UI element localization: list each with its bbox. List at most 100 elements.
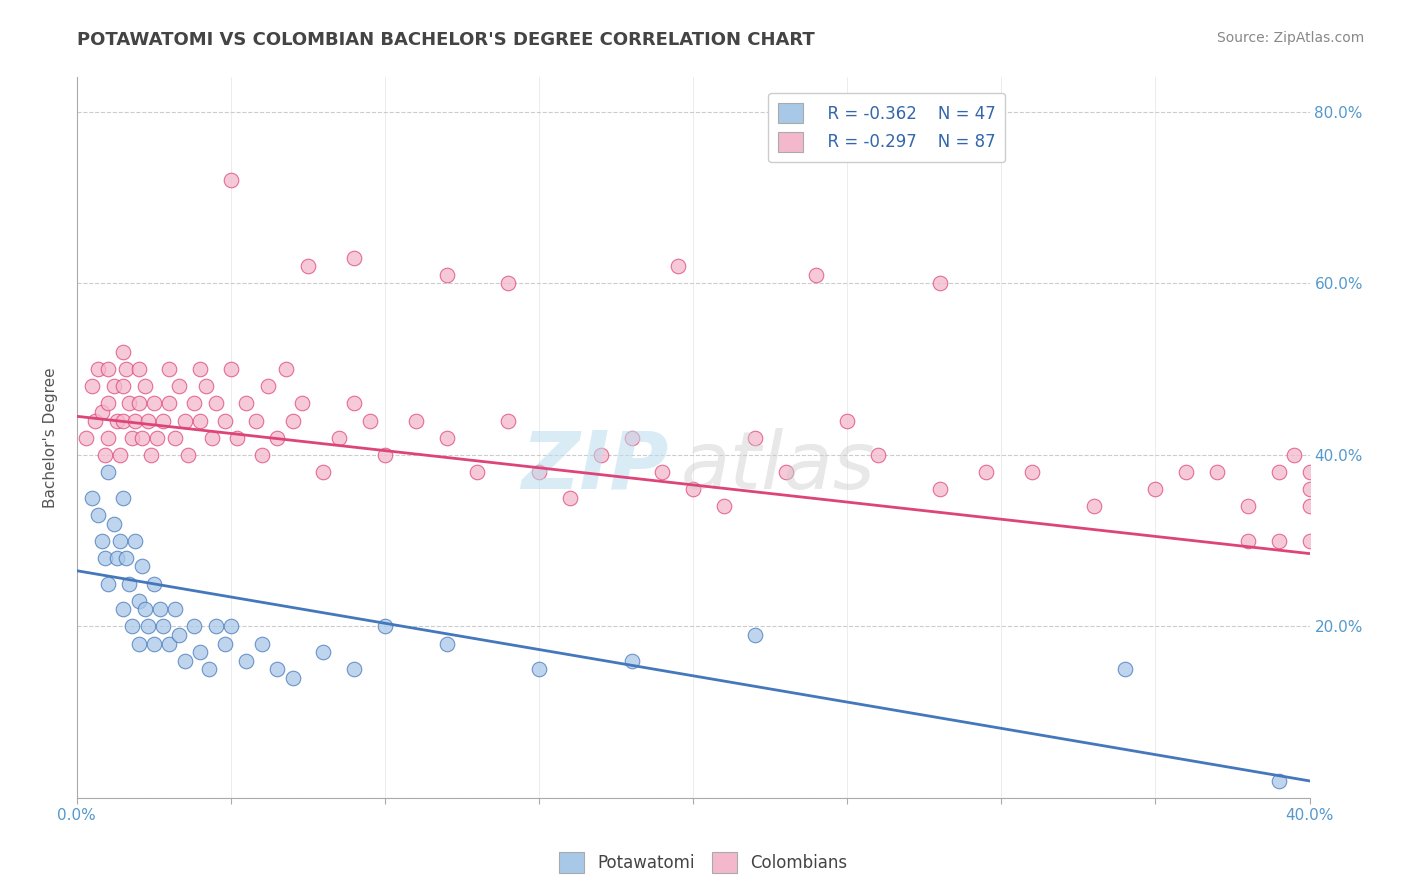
Point	[198, 662, 221, 676]
Point	[928, 277, 950, 291]
Point	[219, 619, 242, 633]
Point	[188, 362, 211, 376]
Point	[620, 654, 643, 668]
Point	[134, 602, 156, 616]
Point	[121, 431, 143, 445]
Point	[165, 431, 187, 445]
Point	[97, 431, 120, 445]
Point	[97, 576, 120, 591]
Point	[250, 448, 273, 462]
Point	[149, 602, 172, 616]
Point	[219, 173, 242, 187]
Point	[183, 619, 205, 633]
Point	[928, 482, 950, 496]
Point	[1237, 500, 1260, 514]
Point	[1282, 448, 1305, 462]
Point	[1267, 773, 1289, 788]
Legend:   R = -0.362    N = 47,   R = -0.297    N = 87: R = -0.362 N = 47, R = -0.297 N = 87	[768, 93, 1005, 162]
Point	[713, 500, 735, 514]
Point	[558, 491, 581, 505]
Point	[97, 396, 120, 410]
Point	[118, 396, 141, 410]
Point	[108, 533, 131, 548]
Point	[97, 465, 120, 479]
Point	[1144, 482, 1167, 496]
Point	[527, 662, 550, 676]
Point	[436, 637, 458, 651]
Point	[195, 379, 218, 393]
Point	[128, 593, 150, 607]
Point	[359, 414, 381, 428]
Point	[118, 576, 141, 591]
Point	[266, 662, 288, 676]
Point	[1114, 662, 1136, 676]
Point	[134, 379, 156, 393]
Point	[112, 602, 135, 616]
Point	[744, 628, 766, 642]
Point	[124, 414, 146, 428]
Point	[82, 491, 104, 505]
Point	[312, 465, 335, 479]
Point	[87, 362, 110, 376]
Point	[1267, 465, 1289, 479]
Point	[142, 396, 165, 410]
Point	[1267, 533, 1289, 548]
Point	[374, 619, 396, 633]
Point	[103, 379, 125, 393]
Point	[666, 259, 689, 273]
Point	[868, 448, 890, 462]
Point	[131, 431, 153, 445]
Point	[84, 414, 107, 428]
Point	[436, 431, 458, 445]
Point	[498, 414, 520, 428]
Point	[128, 637, 150, 651]
Point	[214, 414, 236, 428]
Point	[121, 619, 143, 633]
Point	[620, 431, 643, 445]
Point	[112, 491, 135, 505]
Point	[157, 637, 180, 651]
Text: atlas: atlas	[681, 427, 876, 506]
Point	[188, 645, 211, 659]
Point	[152, 414, 174, 428]
Point	[467, 465, 489, 479]
Point	[177, 448, 200, 462]
Point	[93, 550, 115, 565]
Point	[97, 362, 120, 376]
Point	[343, 396, 366, 410]
Point	[1298, 500, 1320, 514]
Point	[112, 345, 135, 359]
Point	[90, 405, 112, 419]
Point	[374, 448, 396, 462]
Point	[775, 465, 797, 479]
Point	[112, 379, 135, 393]
Point	[682, 482, 704, 496]
Point	[103, 516, 125, 531]
Point	[183, 396, 205, 410]
Point	[136, 619, 159, 633]
Point	[167, 628, 190, 642]
Point	[188, 414, 211, 428]
Y-axis label: Bachelor's Degree: Bachelor's Degree	[44, 368, 58, 508]
Point	[343, 662, 366, 676]
Text: POTAWATOMI VS COLOMBIAN BACHELOR'S DEGREE CORRELATION CHART: POTAWATOMI VS COLOMBIAN BACHELOR'S DEGRE…	[77, 31, 815, 49]
Point	[297, 259, 319, 273]
Point	[250, 637, 273, 651]
Point	[146, 431, 169, 445]
Point	[105, 414, 128, 428]
Point	[257, 379, 280, 393]
Point	[152, 619, 174, 633]
Point	[108, 448, 131, 462]
Point	[115, 550, 138, 565]
Point	[204, 619, 226, 633]
Point	[651, 465, 673, 479]
Point	[128, 362, 150, 376]
Point	[1175, 465, 1198, 479]
Point	[201, 431, 224, 445]
Point	[105, 550, 128, 565]
Point	[1298, 533, 1320, 548]
Point	[235, 396, 257, 410]
Point	[235, 654, 257, 668]
Point	[112, 414, 135, 428]
Point	[90, 533, 112, 548]
